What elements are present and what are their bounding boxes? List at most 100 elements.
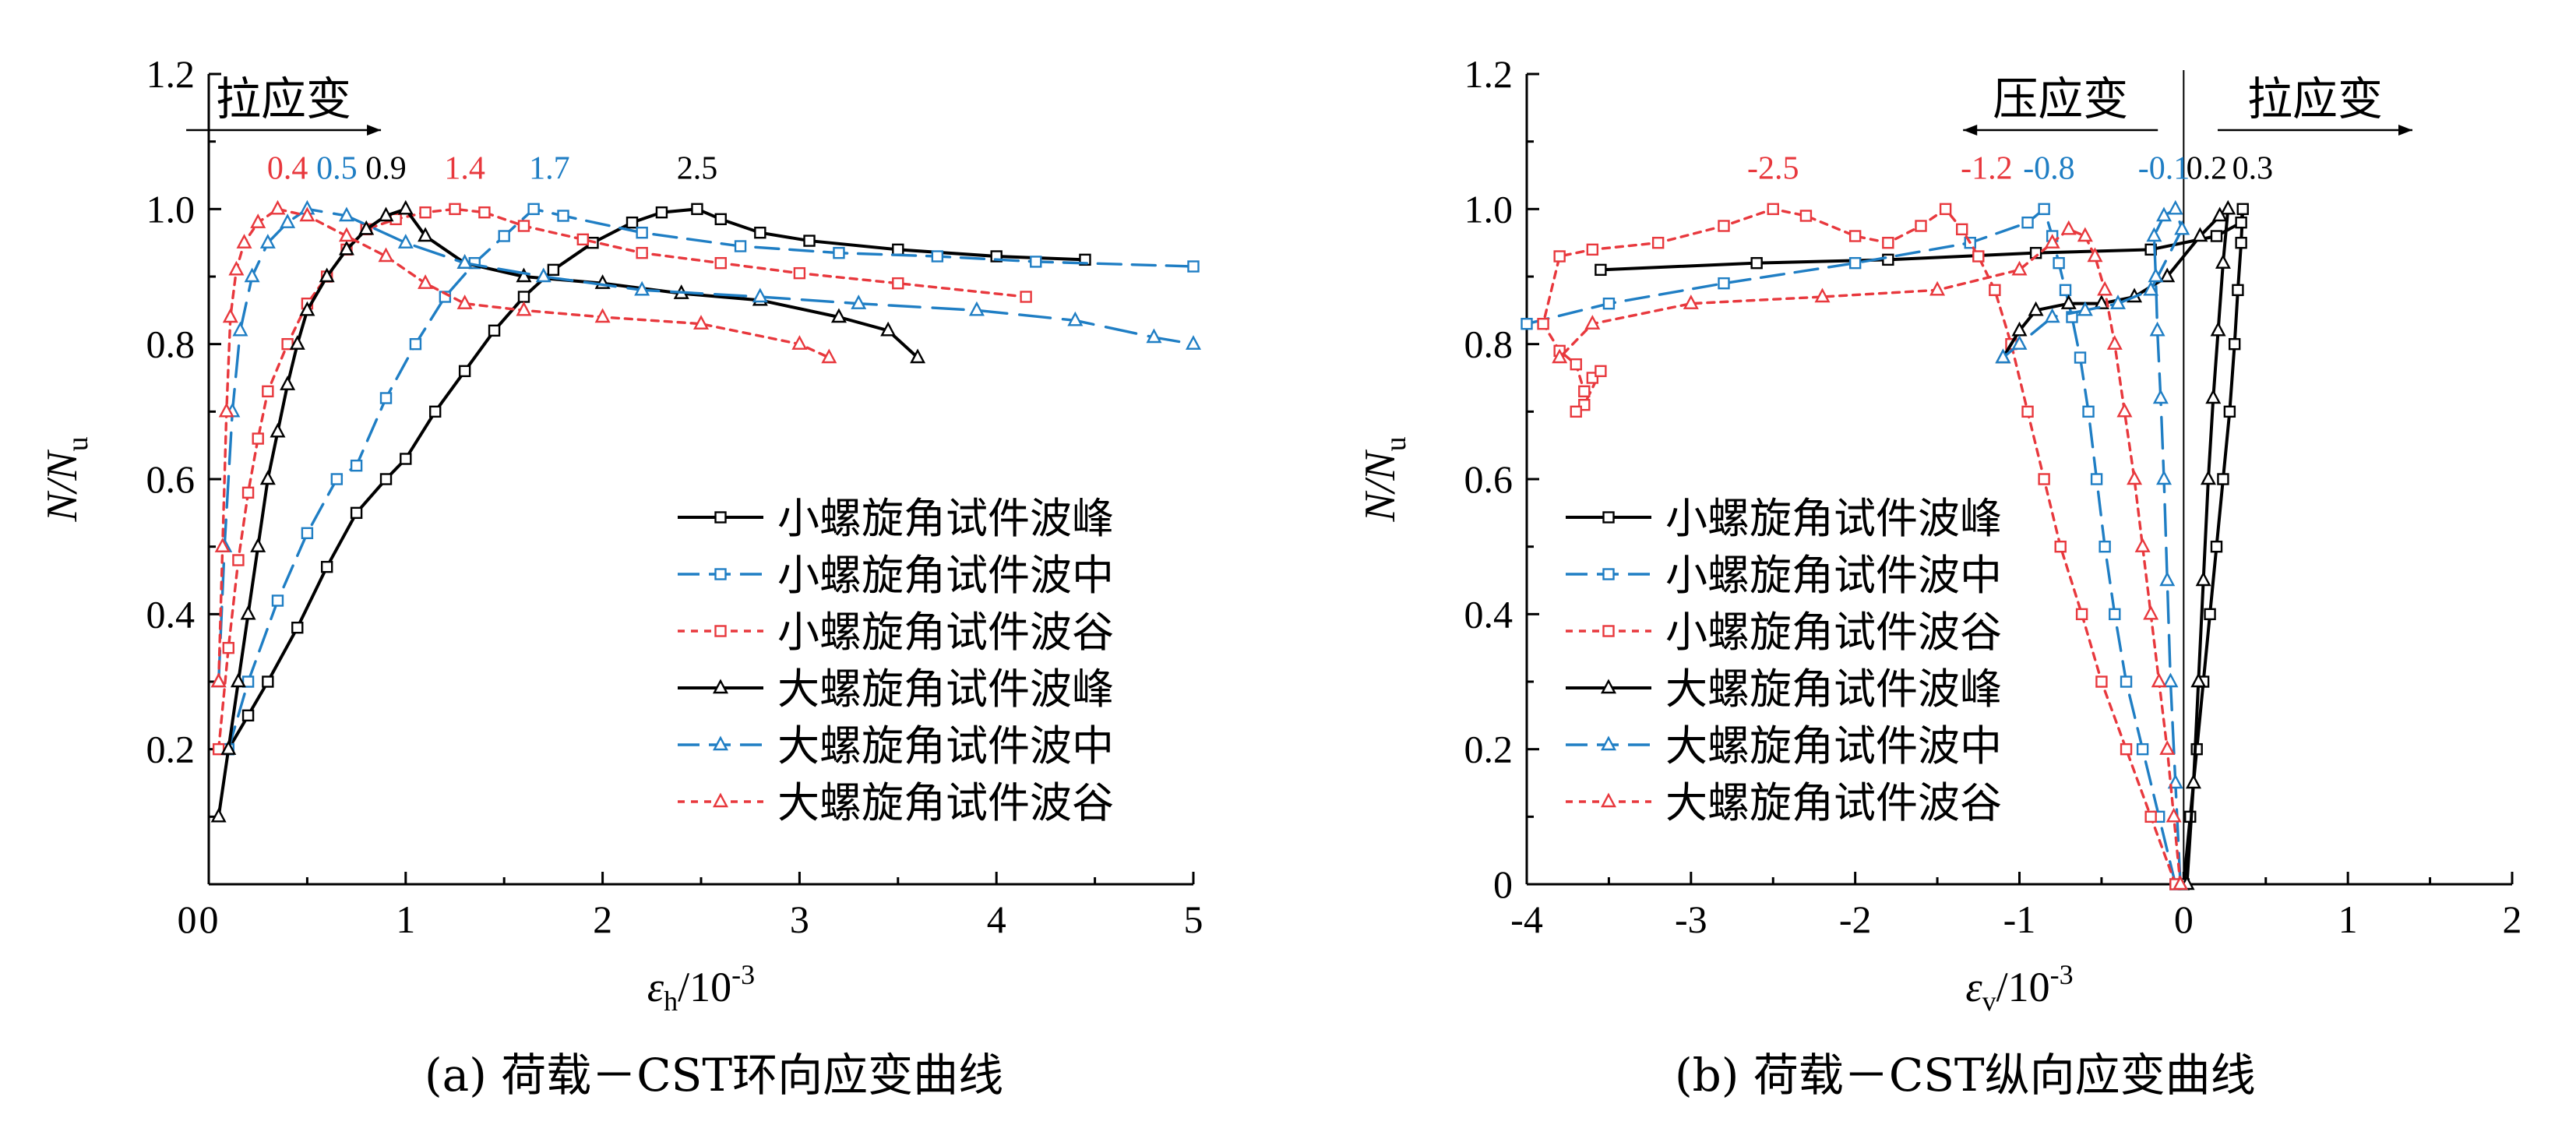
data-point-square: [892, 243, 904, 256]
data-point-triangle: [299, 301, 315, 316]
data-point-triangle: [2077, 301, 2093, 316]
peak-strain-label: 0.5: [316, 150, 358, 186]
data-point-triangle: [2162, 672, 2179, 688]
data-point-square: [2059, 284, 2072, 297]
data-point-square: [1882, 253, 1894, 266]
data-point-triangle: [2156, 470, 2173, 485]
data-point-triangle: [250, 213, 266, 228]
data-point-triangle: [968, 301, 985, 316]
data-point-triangle: [259, 470, 276, 485]
series-1: [222, 203, 1200, 756]
x-tick-label: 3: [790, 897, 809, 941]
y-axis-title: N/Nu: [1356, 436, 1412, 522]
data-point-triangle: [2134, 538, 2151, 552]
data-point-triangle: [250, 538, 266, 552]
x-tick-label: -3: [1675, 897, 1707, 941]
data-point-square: [557, 210, 569, 222]
legend-label: 大螺旋角试件波谷: [1665, 778, 2002, 827]
data-point-triangle: [535, 267, 551, 283]
peak-strain-label: -0.1: [2138, 150, 2190, 186]
data-point-square: [1030, 256, 1042, 268]
peak-strain-label: 1.4: [444, 150, 485, 186]
data-point-triangle: [1601, 679, 1616, 694]
data-point-triangle: [456, 294, 473, 309]
data-point-triangle: [2087, 247, 2103, 263]
data-point-square: [1602, 568, 1615, 580]
data-point-triangle: [2011, 335, 2028, 350]
data-point-square: [291, 621, 304, 634]
data-point-square: [350, 459, 363, 472]
peak-strain-label: 0.3: [2232, 150, 2274, 186]
y-tick-label: 0: [1493, 862, 1513, 906]
x-tick-label: -2: [1839, 897, 1872, 941]
x-tick-label: -1: [2003, 897, 2036, 941]
data-point-square: [1718, 220, 1730, 232]
data-point-square: [1956, 223, 1968, 236]
data-point-triangle: [397, 199, 414, 215]
y-tick-label: 0.2: [1464, 728, 1514, 771]
legend-label: 小螺旋角试件波谷: [1665, 608, 2002, 657]
x-tick-label: 0: [199, 897, 219, 941]
data-point-triangle: [2151, 672, 2167, 688]
data-point-square: [449, 203, 461, 216]
data-point-square: [636, 246, 648, 259]
data-point-square: [1651, 236, 1665, 249]
data-point-square: [1602, 625, 1615, 637]
x-axis-title-exponent: -3: [2050, 959, 2074, 990]
data-point-triangle: [1601, 792, 1616, 808]
data-point-square: [488, 324, 501, 337]
data-point-square: [517, 291, 530, 303]
strain-direction-label: 拉应变: [216, 72, 351, 125]
data-point-square: [2210, 540, 2223, 553]
data-point-triangle: [2220, 199, 2236, 215]
data-point-triangle: [516, 267, 532, 283]
x-axis-title-exponent: -3: [731, 959, 755, 990]
y-axis-title-subscript: u: [1380, 436, 1412, 451]
legend-label: 小螺旋角试件波中: [777, 551, 1114, 600]
series-line: [2001, 207, 2183, 886]
data-point-triangle: [319, 267, 335, 283]
data-point-triangle: [230, 672, 246, 688]
data-point-square: [1799, 210, 1813, 222]
data-point-triangle: [2174, 220, 2190, 235]
data-point-square: [2074, 351, 2087, 364]
data-point-triangle: [1146, 328, 1162, 344]
series-2: [1537, 203, 2182, 890]
data-point-square: [1915, 220, 1927, 232]
data-point-square: [241, 709, 255, 722]
data-point-triangle: [1067, 311, 1084, 326]
data-point-triangle: [210, 672, 227, 688]
x-tick-label: 4: [987, 897, 1006, 941]
data-point-triangle: [2152, 389, 2169, 404]
data-point-triangle: [594, 308, 611, 323]
legend-label: 大螺旋角试件波中: [1665, 721, 2002, 770]
data-point-square: [2204, 608, 2216, 621]
data-point-square: [2038, 203, 2050, 216]
peak-strain-label: 0.2: [2187, 150, 2228, 186]
series-0: [222, 203, 1091, 756]
data-point-square: [400, 453, 412, 465]
data-point-square: [2054, 540, 2067, 553]
x-origin-label: 0: [178, 897, 197, 941]
data-point-triangle: [2165, 807, 2182, 823]
data-point-triangle: [378, 247, 394, 263]
x-tick-label: 2: [2503, 897, 2522, 941]
panel-b-chart: -4 -3 -2 -1 0 1 200.20.40.60.81.01.2εv/10-3N/N…: [1356, 52, 2522, 1017]
data-point-square: [1521, 317, 1533, 330]
legend: 小螺旋角试件波峰小螺旋角试件波中小螺旋角试件波谷大螺旋角试件波峰大螺旋角试件波中…: [1566, 494, 2002, 827]
data-point-triangle: [228, 260, 245, 276]
data-point-square: [2082, 405, 2095, 418]
y-axis-title-subscript: u: [62, 436, 94, 451]
data-point-square: [714, 213, 727, 226]
data-point-square: [714, 625, 727, 637]
data-point-square: [2235, 236, 2247, 249]
x-tick-label: -4: [1510, 897, 1543, 941]
data-point-triangle: [2060, 220, 2077, 235]
data-point-square: [2217, 473, 2229, 485]
y-tick-label: 0.4: [146, 592, 196, 636]
data-point-triangle: [2167, 774, 2183, 789]
data-point-square: [458, 365, 471, 378]
data-point-triangle: [270, 199, 286, 215]
y-tick-label: 0.6: [146, 457, 196, 501]
data-point-square: [2099, 540, 2111, 553]
